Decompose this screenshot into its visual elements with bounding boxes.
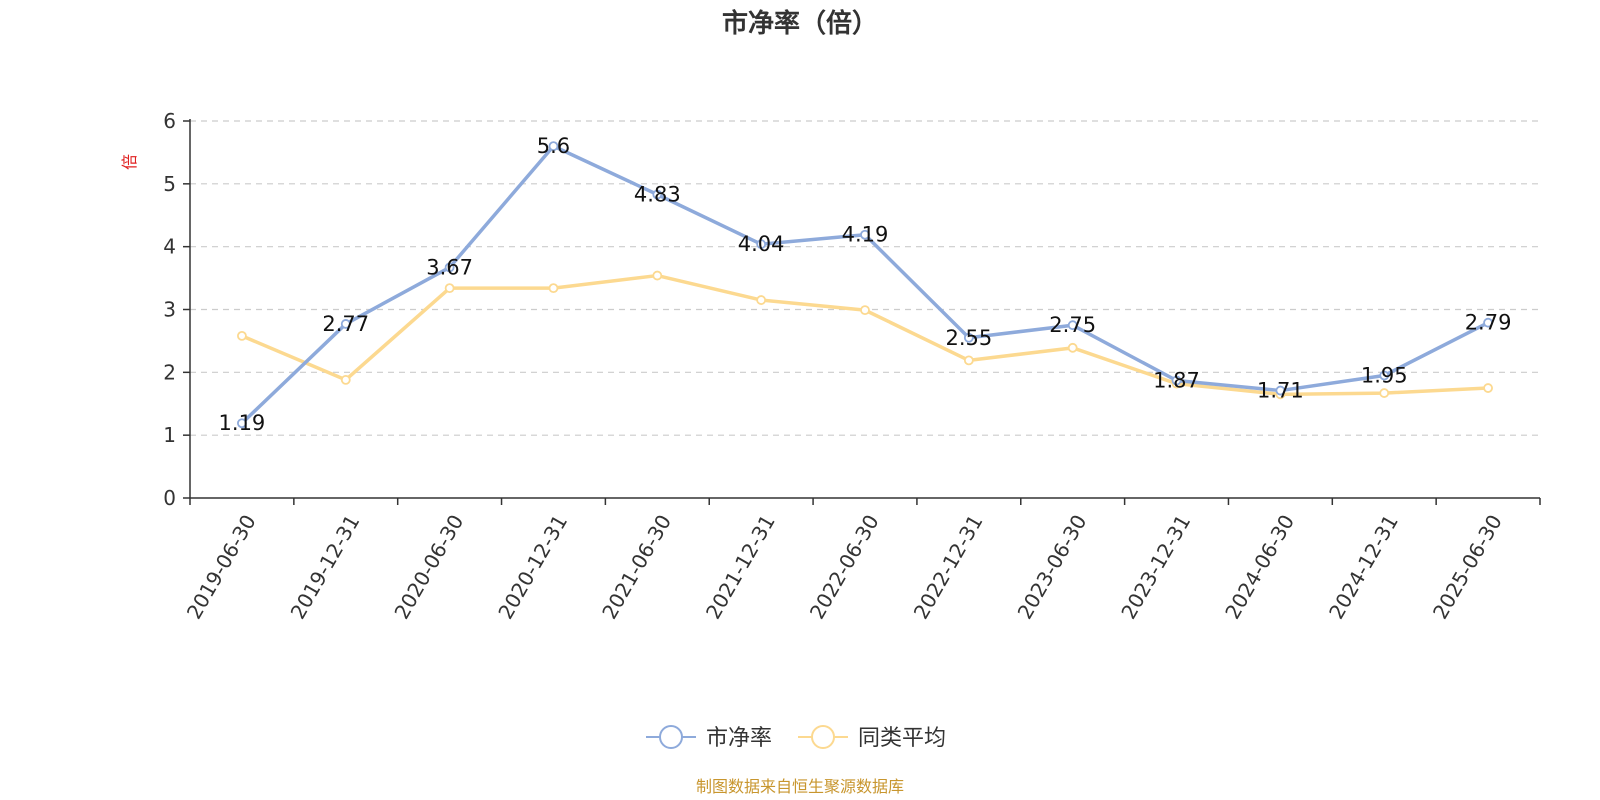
x-tick-label: 2024-12-31 <box>1324 511 1403 624</box>
gridlines <box>190 120 1540 436</box>
data-point[interactable] <box>1483 317 1493 328</box>
data-point[interactable] <box>237 418 247 429</box>
data-point[interactable] <box>444 283 455 294</box>
data-label: 1.19 <box>219 411 266 435</box>
data-point[interactable] <box>1275 385 1286 396</box>
y-tick-label: 6 <box>163 109 176 133</box>
x-tick-label: 2019-12-31 <box>286 511 365 624</box>
x-tick-label: 2022-06-30 <box>805 511 884 624</box>
data-point[interactable] <box>1171 375 1182 386</box>
series-line <box>241 273 1489 397</box>
data-point[interactable] <box>237 330 247 341</box>
x-tick-label: 2020-06-30 <box>389 510 468 623</box>
y-tick-label: 5 <box>163 172 176 196</box>
x-tick-label: 2020-12-31 <box>493 511 572 624</box>
legend-item[interactable]: 同类平均 <box>798 725 946 751</box>
x-tick-label: 2025-06-30 <box>1428 511 1507 624</box>
y-tick-label: 4 <box>163 235 176 259</box>
data-label: 5.6 <box>537 134 570 158</box>
data-point[interactable] <box>652 189 663 200</box>
y-tick-label: 0 <box>163 486 176 510</box>
data-point[interactable] <box>756 295 767 305</box>
data-point[interactable] <box>1379 370 1390 381</box>
data-label: 1.95 <box>1361 363 1408 387</box>
legend-swatch-marker <box>659 725 683 749</box>
series-group <box>237 141 1493 429</box>
data-point[interactable] <box>1483 383 1493 393</box>
data-point[interactable] <box>860 305 870 316</box>
y-tick-label: 3 <box>163 298 176 322</box>
legend[interactable]: 市净率 同类平均 <box>646 725 946 751</box>
data-labels: 1.19 2.77 3.67 5.6 4.83 4.04 4.19 2.55 2.75 1.87 1… <box>219 134 1512 435</box>
data-point[interactable] <box>1379 388 1390 398</box>
y-tick-label: 1 <box>163 423 176 447</box>
data-point[interactable] <box>340 374 351 385</box>
data-label: 1.71 <box>1257 379 1304 403</box>
data-point[interactable] <box>548 141 559 152</box>
x-tick-label: 2019-06-30 <box>182 511 261 624</box>
legend-label: 市净率 <box>706 726 772 751</box>
data-point[interactable] <box>963 355 974 366</box>
data-point[interactable] <box>548 283 559 294</box>
data-point[interactable] <box>963 332 974 343</box>
data-label: 1.87 <box>1153 369 1200 393</box>
data-point[interactable] <box>652 270 663 281</box>
data-label: 4.83 <box>634 183 681 207</box>
y-tick-label: 2 <box>163 360 176 384</box>
data-point[interactable] <box>860 229 870 240</box>
x-tick-label: 2021-06-30 <box>597 511 676 624</box>
data-label: 4.19 <box>842 223 889 247</box>
y-axis-label: 倍 <box>120 154 139 170</box>
data-point[interactable] <box>444 262 455 273</box>
data-label: 2.79 <box>1465 311 1512 335</box>
legend-label: 同类平均 <box>858 726 946 751</box>
data-label: 2.77 <box>322 312 369 336</box>
source-note: 制图数据来自恒生聚源数据库 <box>696 777 904 796</box>
x-tick-label: 2023-06-30 <box>1013 511 1092 624</box>
x-tick-label: 2023-12-31 <box>1116 511 1195 624</box>
data-label: 2.75 <box>1049 313 1096 337</box>
axes: 0 1 2 3 4 5 6 2019-06-30 2019-12-31 2020-06-30 202… <box>163 109 1541 624</box>
legend-item[interactable]: 市净率 <box>646 725 772 751</box>
x-tick-label: 2022-12-31 <box>909 511 988 624</box>
data-point[interactable] <box>340 319 351 329</box>
data-label: 3.67 <box>426 255 473 279</box>
data-label: 2.55 <box>945 326 992 350</box>
chart-title: 市净率（倍） <box>722 8 878 39</box>
legend-swatch-marker <box>811 725 835 749</box>
x-tick-label: 2021-12-31 <box>701 511 780 624</box>
data-point[interactable] <box>756 239 767 250</box>
x-tick-label: 2024-06-30 <box>1220 511 1299 624</box>
data-point[interactable] <box>1067 320 1078 331</box>
data-point[interactable] <box>1067 342 1078 353</box>
data-label: 4.04 <box>738 232 785 256</box>
